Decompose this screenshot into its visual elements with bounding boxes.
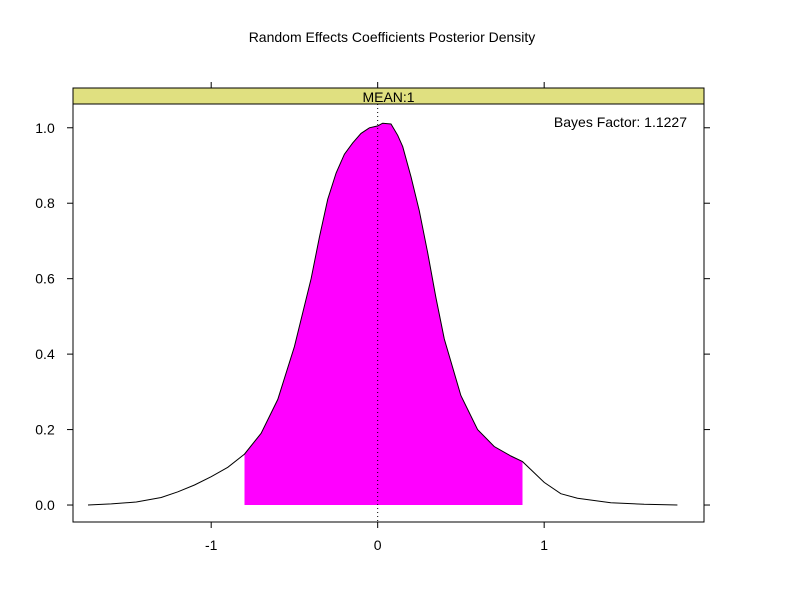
y-tick-label: 1.0 — [35, 120, 55, 136]
shaded-interval — [244, 123, 523, 505]
chart-title: Random Effects Coefficients Posterior De… — [249, 29, 536, 45]
y-tick-label: 0.6 — [35, 271, 55, 287]
bayes-factor-annotation: Bayes Factor: 1.1227 — [554, 114, 687, 130]
y-tick-label: 0.2 — [35, 422, 55, 438]
y-tick-label: 0.8 — [35, 195, 55, 211]
y-tick-label: 0.0 — [35, 497, 55, 513]
density-line — [87, 122, 678, 506]
strip-background — [72, 87, 705, 105]
x-tick-label: 1 — [540, 537, 548, 553]
strip-label: MEAN:1 — [362, 89, 414, 105]
y-tick-label: 0.4 — [35, 346, 55, 362]
x-tick-label: -1 — [205, 537, 218, 553]
x-tick-label: 0 — [374, 537, 382, 553]
